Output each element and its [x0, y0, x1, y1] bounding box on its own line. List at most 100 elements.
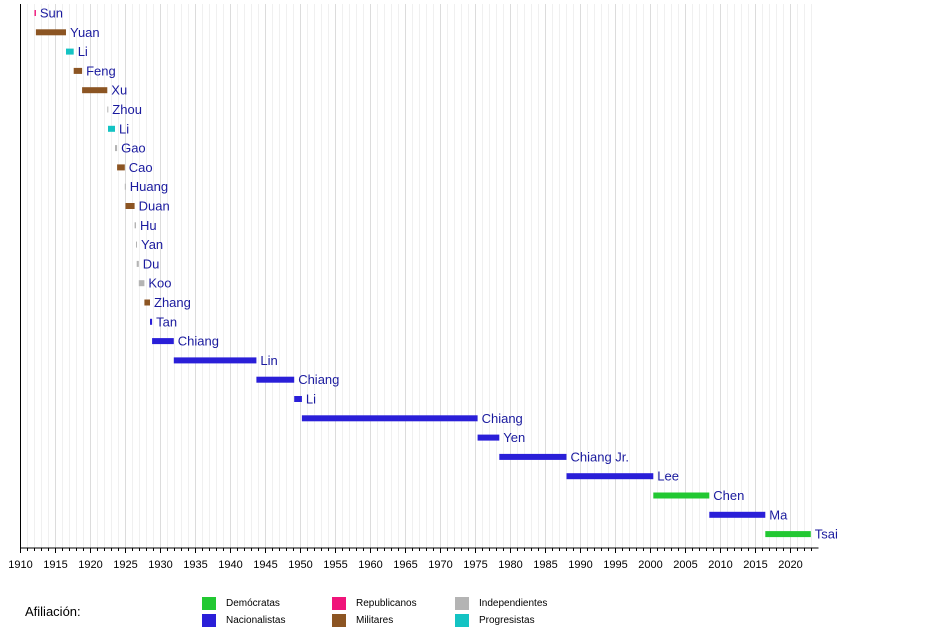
- bar: [138, 280, 145, 287]
- x-tick-label: 1990: [568, 559, 592, 571]
- bar: [108, 125, 115, 132]
- legend-label: Demócratas: [226, 598, 280, 609]
- x-tick-label: 1935: [183, 559, 207, 571]
- legend-swatch: [332, 597, 346, 610]
- legend-title: Afiliación:: [25, 604, 81, 619]
- bar: [34, 10, 36, 16]
- bar-label: Cao: [129, 160, 153, 175]
- legend-swatch: [455, 597, 469, 610]
- bar: [173, 357, 257, 364]
- bar-label: Chiang: [298, 372, 339, 387]
- x-tick-label: 1975: [463, 559, 487, 571]
- bar: [566, 473, 654, 480]
- bar: [294, 396, 302, 402]
- legend-item-independientes: Independientes: [455, 597, 547, 610]
- legend-item-progresistas: Progresistas: [455, 614, 535, 627]
- bar-label: Chiang: [178, 334, 219, 349]
- x-tick-label: 1960: [358, 559, 382, 571]
- bar: [35, 29, 66, 36]
- x-tick-label: 1915: [43, 559, 67, 571]
- bar-label: Tsai: [815, 527, 838, 542]
- bar: [477, 434, 500, 441]
- bar-label: Li: [119, 121, 129, 136]
- bar: [136, 260, 139, 267]
- legend-label: Progresistas: [479, 615, 535, 626]
- bar-label: Chen: [713, 488, 744, 503]
- bar-label: Zhou: [112, 102, 142, 117]
- bar-label: Yuan: [70, 25, 100, 40]
- bar: [301, 415, 478, 422]
- legend-item-democratas: Demócratas: [202, 597, 280, 610]
- bar-label: Li: [306, 392, 316, 407]
- bar-label: Feng: [86, 63, 116, 78]
- bar: [115, 145, 118, 152]
- x-tick-label: 1980: [498, 559, 522, 571]
- legend-label: Militares: [356, 615, 394, 626]
- bars: Sun Yuan Li Feng Xu Zhou Li Gao Cao Huang Duan Hu Ya…: [34, 6, 838, 542]
- bar: [107, 106, 109, 113]
- x-tick-label: 1945: [253, 559, 277, 571]
- x-tick-label: 1940: [218, 559, 242, 571]
- legend-item-militares: Militares: [332, 614, 393, 627]
- bar: [765, 531, 811, 538]
- bar: [82, 87, 108, 94]
- legend-swatch: [455, 614, 469, 627]
- x-tick-label: 1950: [288, 559, 312, 571]
- x-tick-label: 2020: [778, 559, 802, 571]
- bar: [66, 48, 74, 55]
- x-tick-label: 1995: [603, 559, 627, 571]
- bar: [117, 164, 125, 171]
- bar-label: Duan: [139, 199, 170, 214]
- x-tick-label: 2005: [673, 559, 697, 571]
- x-tick-label: 1910: [8, 559, 32, 571]
- bar-label: Yan: [141, 237, 163, 252]
- bar-label: Koo: [148, 276, 171, 291]
- legend-label: Republicanos: [356, 598, 417, 609]
- grid-lines: [20, 4, 812, 548]
- bar-label: Lee: [657, 469, 679, 484]
- x-tick-label: 2015: [743, 559, 767, 571]
- bar: [125, 203, 135, 209]
- legend-item-nacionalistas: Nacionalistas: [202, 614, 285, 627]
- legend-label: Independientes: [479, 598, 548, 609]
- x-tick-label: 1955: [323, 559, 347, 571]
- bar: [73, 67, 83, 74]
- x-tick-label: 1985: [533, 559, 557, 571]
- bar: [134, 222, 136, 229]
- bar-label: Tan: [156, 314, 177, 329]
- bar: [152, 338, 174, 345]
- bar: [136, 241, 137, 248]
- bar-label: Huang: [130, 179, 168, 194]
- x-tick-label: 1925: [113, 559, 137, 571]
- bar-label: Li: [78, 44, 88, 59]
- x-tick-label: 2000: [638, 559, 662, 571]
- bar-label: Zhang: [154, 295, 191, 310]
- legend-label: Nacionalistas: [226, 615, 286, 626]
- bar: [124, 183, 126, 190]
- legend-swatch: [202, 597, 216, 610]
- bar-label: Xu: [111, 83, 127, 98]
- legend-item-republicanos: Republicanos: [332, 597, 417, 610]
- bar: [150, 318, 153, 325]
- bar: [499, 453, 567, 460]
- bar-label: Gao: [121, 141, 146, 156]
- bar-label: Yen: [503, 430, 525, 445]
- bar: [709, 511, 766, 518]
- timeline-chart: Sun Yuan Li Feng Xu Zhou Li Gao Cao Huang Duan Hu Ya…: [8, 4, 838, 571]
- legend: Afiliación: Demócratas Nacionalistas Rep…: [0, 590, 950, 630]
- bar-label: Chiang: [482, 411, 523, 426]
- bar-label: Du: [143, 256, 160, 271]
- bar-label: Chiang Jr.: [571, 449, 630, 464]
- bar: [256, 376, 295, 383]
- legend-swatch: [202, 614, 216, 627]
- bar-label: Ma: [769, 507, 788, 522]
- x-tick-label: 2010: [708, 559, 732, 571]
- bar: [144, 299, 150, 306]
- x-tick-label: 1930: [148, 559, 172, 571]
- legend-swatch: [332, 614, 346, 627]
- x-tick-label: 1970: [428, 559, 452, 571]
- x-tick-label: 1920: [78, 559, 102, 571]
- bar-label: Sun: [40, 6, 63, 21]
- x-tick-label: 1965: [393, 559, 417, 571]
- bar: [653, 492, 710, 499]
